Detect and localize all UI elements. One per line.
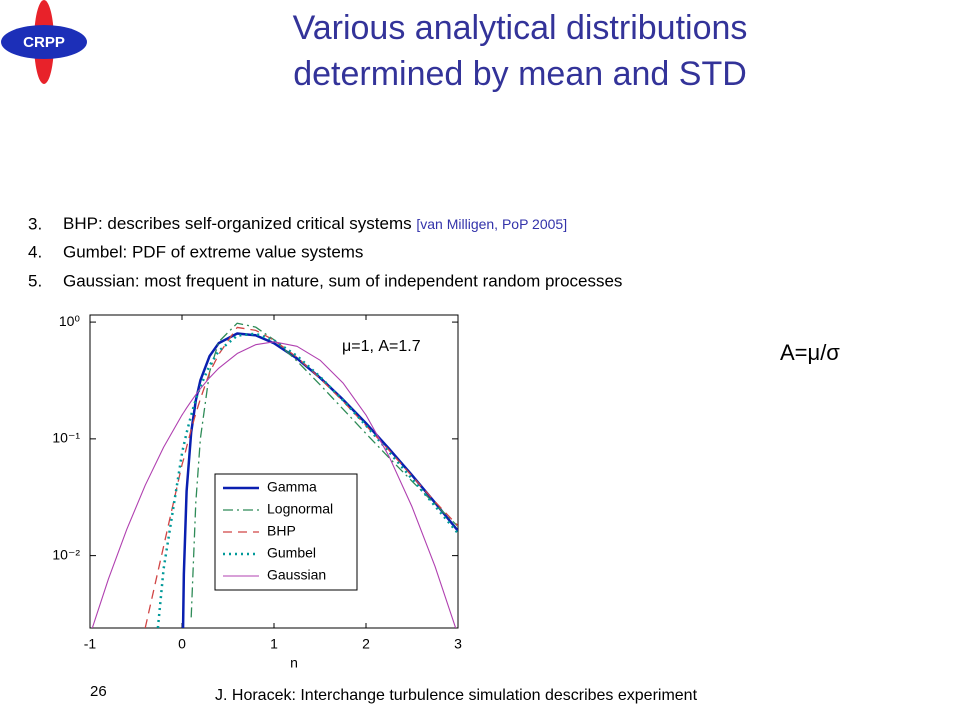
x-tick-label: 0 xyxy=(178,636,186,652)
item-list: 3. BHP: describes self-organized critica… xyxy=(28,214,622,290)
page-number: 26 xyxy=(90,683,107,700)
x-tick-label: -1 xyxy=(84,636,97,652)
series-lines xyxy=(91,322,458,628)
y-tick-label: 10⁻² xyxy=(52,546,80,562)
x-tick-label: 3 xyxy=(454,636,462,652)
x-tick-label: 1 xyxy=(270,636,278,652)
series-line xyxy=(190,322,458,618)
item-text: BHP: describes self-organized critical s… xyxy=(63,214,567,233)
series-line xyxy=(144,326,458,628)
item-number: 4. xyxy=(28,242,42,261)
series-line xyxy=(91,341,457,628)
item-ref: [van Milligen, PoP 2005] xyxy=(416,216,567,232)
legend-label: Lognormal xyxy=(267,501,333,517)
y-tick-label: 10⁰ xyxy=(59,313,81,329)
logo-text: CRPP xyxy=(23,34,65,51)
legend-label: Gaussian xyxy=(267,567,326,583)
x-tick-label: 2 xyxy=(362,636,370,652)
item-text: Gaussian: most frequent in nature, sum o… xyxy=(63,271,622,290)
legend-label: Gumbel xyxy=(267,545,316,561)
title-line: determined by mean and STD xyxy=(293,55,747,93)
item-text: Gumbel: PDF of extreme value systems xyxy=(63,242,363,261)
item-text: BHP: describes self-organized critical s… xyxy=(63,214,412,233)
logo-blue xyxy=(1,25,87,59)
footer-text: J. Horacek: Interchange turbulence simul… xyxy=(215,687,698,704)
x-axis-label: n xyxy=(290,655,298,671)
legend-label: Gamma xyxy=(267,479,317,495)
legend-label: BHP xyxy=(267,523,296,539)
logo: CRPP xyxy=(1,0,87,84)
item-number: 3. xyxy=(28,214,42,233)
item-number: 5. xyxy=(28,271,42,290)
y-tick-label: 10⁻¹ xyxy=(52,430,80,446)
annotation: μ=1, A=1.7 xyxy=(342,338,421,355)
series-line xyxy=(181,332,458,628)
title-line: Various analytical distributions xyxy=(293,9,748,47)
formula: A=μ/σ xyxy=(780,340,840,365)
chart: -1 0 1 2 3 10⁻² 10⁻¹ 10⁰ n μ=1, A=1.7 Gamma Lognorm… xyxy=(52,313,462,671)
legend-box xyxy=(214,473,358,591)
